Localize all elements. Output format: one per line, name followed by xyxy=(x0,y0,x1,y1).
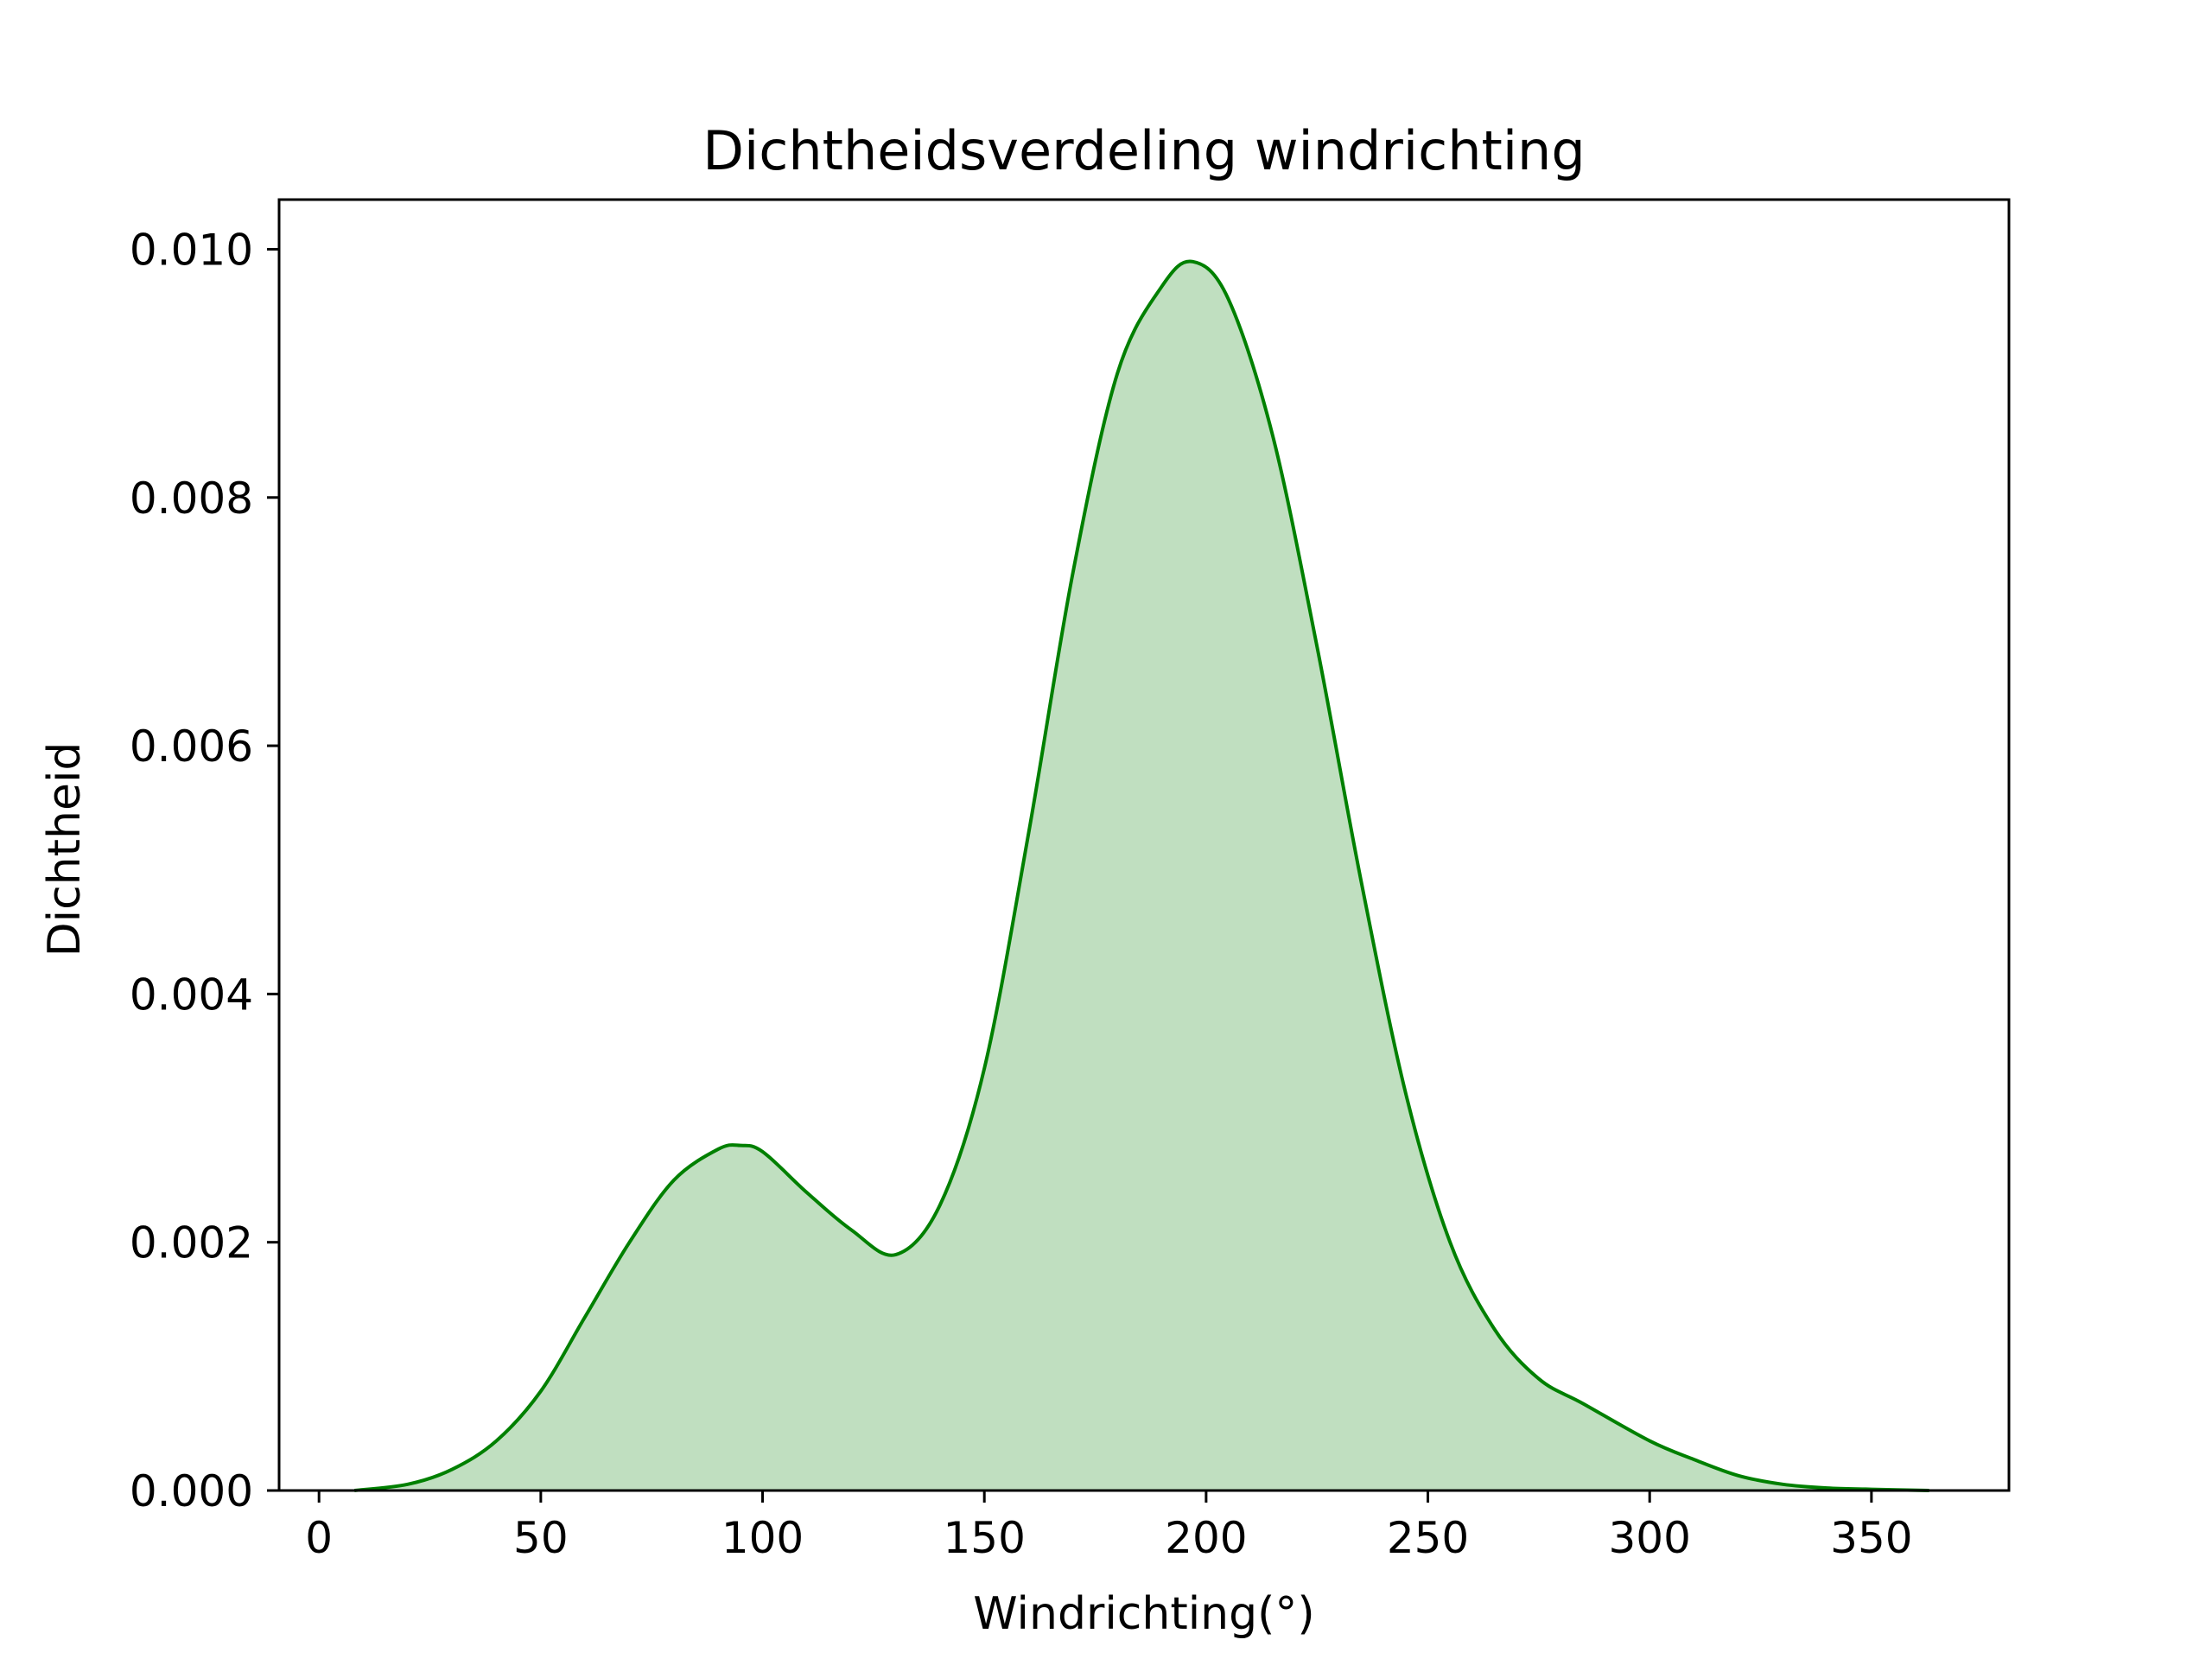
x-tick-label: 0 xyxy=(305,1513,333,1563)
y-tick-label: 0.010 xyxy=(130,225,253,275)
y-tick-label: 0.004 xyxy=(130,969,253,1020)
x-tick-label: 250 xyxy=(1387,1513,1469,1563)
x-tick-label: 200 xyxy=(1165,1513,1247,1563)
y-tick-label: 0.002 xyxy=(130,1218,253,1268)
y-tick-label: 0.000 xyxy=(130,1466,253,1516)
density-curve xyxy=(354,259,1929,1492)
x-tick-label: 100 xyxy=(721,1513,804,1563)
x-axis-label: Windrichting(°) xyxy=(973,1588,1314,1640)
x-tick-label: 350 xyxy=(1830,1513,1912,1563)
chart-title: Dichtheidsverdeling windrichting xyxy=(702,119,1585,182)
density-area-fill xyxy=(354,261,1929,1491)
x-tick-label: 300 xyxy=(1608,1513,1690,1563)
x-axis-ticks: 0 50 100 150 200 250 300 350 xyxy=(305,1491,1913,1563)
x-tick-label: 150 xyxy=(943,1513,1025,1563)
y-axis-label: Dichtheid xyxy=(39,742,91,957)
plot-area xyxy=(354,259,1929,1492)
y-tick-label: 0.006 xyxy=(130,721,253,772)
plot-frame xyxy=(277,198,2011,1492)
y-tick-label: 0.008 xyxy=(130,474,253,524)
x-tick-label: 50 xyxy=(513,1513,569,1563)
y-axis-ticks: 0.000 0.002 0.004 0.006 0.008 0.010 xyxy=(130,225,279,1516)
